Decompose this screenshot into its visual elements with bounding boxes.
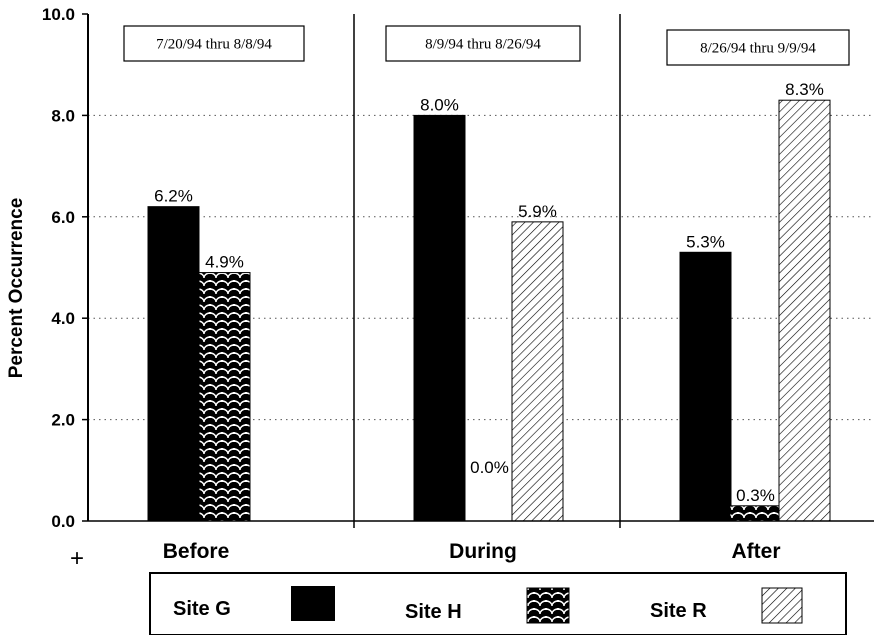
- data-label: 8.0%: [420, 95, 459, 114]
- bar-site-r-during: [511, 221, 564, 522]
- period-box: [123, 25, 305, 62]
- y-tick-labels: 0.0 2.0 4.0 6.0 8.0 10.0: [42, 5, 88, 531]
- period-label: 7/20/94 thru 8/8/94: [156, 37, 272, 53]
- bar-site-h-after: [729, 505, 782, 522]
- bar-site-r-after: [778, 99, 831, 522]
- x-category-label: Before: [163, 540, 230, 563]
- y-tick-label: 0.0: [51, 512, 75, 531]
- bar-site-h-before: [198, 272, 251, 522]
- data-label: 0.3%: [736, 486, 775, 505]
- y-tick-label: 2.0: [51, 411, 75, 430]
- period-label: 8/9/94 thru 8/26/94: [425, 37, 541, 53]
- x-category-label: After: [731, 540, 780, 563]
- stray-plus-mark: +: [70, 545, 84, 572]
- data-label: 5.9%: [518, 202, 557, 221]
- bar-site-g-before: [147, 206, 200, 522]
- legend-label-site-r: Site R: [650, 600, 707, 622]
- x-category-label: During: [449, 540, 517, 563]
- y-tick-label: 6.0: [51, 208, 75, 227]
- period-label: 8/26/94 thru 9/9/94: [700, 41, 816, 57]
- y-tick-label: 10.0: [42, 5, 75, 24]
- bars: [147, 99, 831, 522]
- period-box: [666, 29, 850, 66]
- gridlines: [88, 114, 874, 421]
- data-label: 5.3%: [686, 232, 725, 251]
- data-label: 6.2%: [154, 187, 193, 206]
- legend-label-site-h: Site H: [405, 601, 462, 623]
- y-tick-label: 4.0: [51, 309, 75, 328]
- legend-swatch-site-g: [291, 586, 335, 621]
- legend-swatch-site-h: [526, 587, 570, 624]
- y-axis-label: Percent Occurrence: [6, 198, 27, 379]
- legend-swatch-site-r: [761, 587, 803, 624]
- legend: Site G Site H Site R: [149, 572, 847, 635]
- bar-site-g-after: [679, 251, 732, 522]
- data-labels: 6.2% 4.9% 8.0% 0.0% 5.9% 5.3% 0.3% 8.3%: [154, 80, 824, 505]
- bar-site-g-during: [413, 114, 466, 522]
- y-tick-label: 8.0: [51, 106, 75, 125]
- period-boxes: 7/20/94 thru 8/8/94 8/9/94 thru 8/26/94 8/…: [123, 25, 850, 66]
- data-label: 0.0%: [470, 458, 509, 477]
- data-label: 4.9%: [205, 253, 244, 272]
- panel-dividers: [353, 14, 621, 528]
- data-label: 8.3%: [785, 80, 824, 99]
- legend-box: [149, 572, 847, 635]
- legend-label-site-g: Site G: [173, 598, 231, 620]
- x-category-labels: Before During After: [163, 540, 781, 563]
- period-box: [385, 25, 581, 62]
